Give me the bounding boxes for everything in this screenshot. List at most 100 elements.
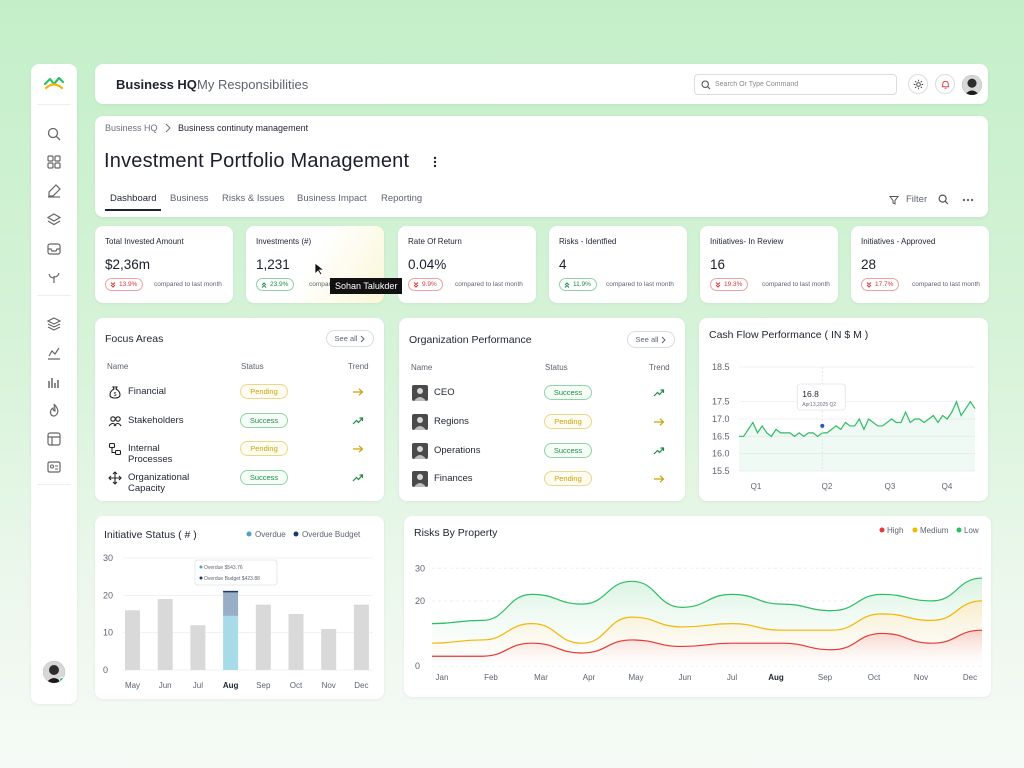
more-vertical-icon[interactable] [432,155,438,169]
kpi-card[interactable]: Initiatives- In Review 16 19.3% compared to… [700,226,838,303]
org-performance-title: Organization Performance [409,334,532,346]
x-tick-label: Sep [818,673,833,682]
bar-chart-nav-button[interactable] [46,374,62,390]
stack-nav-button[interactable] [46,316,62,332]
edit-nav-button[interactable] [46,183,62,199]
see-all-button[interactable]: See all [627,331,675,348]
user-avatar[interactable] [43,661,65,683]
kpi-value: 4 [559,257,567,272]
line-high [432,629,983,657]
plant-nav-button[interactable] [46,269,62,285]
kpi-label: Investments (#) [256,237,312,246]
risks-by-property-panel: Risks By Property 30 20 0 High Medium Low Jan F… [404,516,991,697]
x-tick-label: Feb [484,673,498,682]
tab-dashboard[interactable]: Dashboard [110,193,157,204]
person-avatar-icon [412,413,428,430]
change-value: 9.9% [422,281,437,288]
id-card-nav-button[interactable] [46,459,62,475]
change-value: 17.7% [875,281,894,288]
legend-swatch-overdue-budget [293,531,299,537]
chevron-right-icon [165,123,171,133]
kpi-value: 0.04% [408,257,447,272]
double-arrow-up-icon [564,281,570,288]
grid-nav-button[interactable] [46,154,62,170]
kpi-card[interactable]: Total Invested Amount $2,36m 13.9% compared… [95,226,233,303]
flame-nav-button[interactable] [46,402,62,418]
initiative-status-title: Initiative Status ( # ) [104,529,197,541]
see-all-button[interactable]: See all [326,330,374,347]
filter-icon[interactable] [889,195,899,205]
status-badge: Success [544,442,592,458]
double-arrow-down-icon [413,281,419,288]
row-name: Stakeholders [128,414,184,426]
settings-button[interactable] [908,74,928,94]
layers-nav-button[interactable] [46,212,62,228]
change-value: 13.9% [119,281,138,288]
legend-label: High [887,526,903,535]
breadcrumb-root[interactable]: Business HQ [105,123,158,133]
x-tick-label: Dec [963,673,977,682]
tooltip-swatch [199,565,203,569]
compare-text: compared to last month [455,281,523,288]
person-avatar-icon [412,385,428,401]
double-arrow-down-icon [110,281,116,288]
sidebar-divider [37,484,71,485]
legend-swatch-low [956,527,962,533]
layout-nav-button[interactable] [46,431,62,447]
area-high [432,630,982,666]
kpi-card[interactable]: Initiatives - Approved 28 17.7% compared to… [851,226,989,303]
bar[interactable] [321,628,337,670]
x-tick-label: Jan [436,673,449,682]
filter-button[interactable]: Filter [906,194,928,205]
legend-label: Medium [920,526,949,535]
row-name: Organizational Capacity [128,471,190,494]
line-chart-icon [48,347,60,360]
inbox-nav-button[interactable] [46,241,62,257]
x-tick-label: Jun [159,681,172,690]
status-badge: Success [240,412,288,428]
sidebar-divider [37,104,71,105]
stack-icon [46,317,62,331]
bar[interactable] [255,604,271,670]
kpi-value: $2,36m [105,257,151,272]
search-input[interactable] [715,78,890,91]
breadcrumb-current: Business continuty management [178,123,309,133]
legend-swatch-medium [912,527,918,533]
bar-overdue[interactable] [223,615,239,670]
notifications-button[interactable] [935,74,955,94]
row-name: Regions [434,415,469,427]
bar-tooltip [194,559,278,586]
more-horizontal-icon[interactable] [962,198,974,202]
sidebar-divider [37,295,71,296]
process-icon [108,442,122,456]
line-chart-nav-button[interactable] [46,345,62,361]
bar-overdue-budget[interactable] [223,591,239,616]
bar[interactable] [353,604,369,670]
bar[interactable] [288,614,304,670]
responsibilities-link[interactable]: My Responsibilities [197,77,309,92]
bar[interactable] [125,610,140,670]
kpi-card[interactable]: Risks - Identfied 4 11.9% compared to last … [549,226,687,303]
bar[interactable] [190,625,206,670]
search-icon[interactable] [938,194,949,205]
header-avatar[interactable] [962,75,982,95]
trend-up-icon [653,389,665,397]
bar[interactable] [157,599,173,670]
arrow-right-icon [654,418,665,426]
chevron-right-icon [361,335,366,342]
kpi-card[interactable]: Rate Of Return 0.04% 9.9% compared to last … [398,226,536,303]
column-header-trend: Trend [649,363,670,372]
column-header-name: Name [107,362,129,371]
y-tick-label: 17.5 [712,397,730,407]
focus-areas-title: Focus Areas [105,333,164,345]
tab-reporting[interactable]: Reporting [381,193,423,204]
search-box[interactable] [694,74,897,95]
tab-business-impact[interactable]: Business Impact [297,193,367,204]
search-nav-button[interactable] [46,126,62,142]
y-tick-label: 10 [103,628,113,638]
y-tick-label: 0 [103,665,108,675]
status-badge: Success [544,385,592,400]
tab-risks-issues[interactable]: Risks & Issues [222,193,285,204]
top-bar: Business HQ My Responsibilities [95,64,988,104]
tab-business[interactable]: Business [170,193,209,204]
